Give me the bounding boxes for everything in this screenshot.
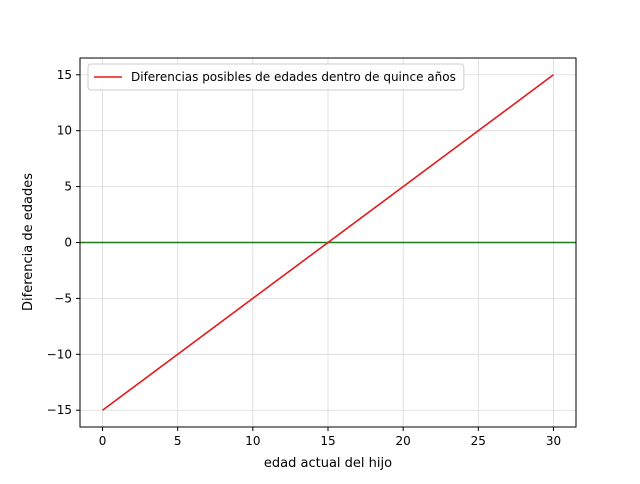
x-tick-label: 10 xyxy=(245,434,260,448)
y-tick-label: 0 xyxy=(64,236,72,250)
y-tick-label: 5 xyxy=(64,180,72,194)
legend: Diferencias posibles de edades dentro de… xyxy=(87,63,465,91)
x-tick-label: 20 xyxy=(396,434,411,448)
x-axis-label: edad actual del hijo xyxy=(264,456,392,471)
x-tick-label: 25 xyxy=(471,434,486,448)
x-tick-label: 0 xyxy=(99,434,107,448)
y-tick-label: 15 xyxy=(57,68,72,82)
y-tick-label: 10 xyxy=(57,124,72,138)
x-tick-label: 15 xyxy=(320,434,335,448)
x-tick-label: 30 xyxy=(546,434,561,448)
legend-label: Diferencias posibles de edades dentro de… xyxy=(131,70,456,84)
legend-box xyxy=(87,63,465,91)
y-axis-label: Diferencia de edades xyxy=(21,173,36,311)
series-line xyxy=(102,74,554,411)
y-tick-label: −5 xyxy=(54,291,72,305)
y-tick-label: −15 xyxy=(47,403,72,417)
x-tick-label: 5 xyxy=(174,434,182,448)
y-tick-label: −10 xyxy=(47,347,72,361)
plot-area xyxy=(80,74,576,411)
axes: 0 5 10 15 20 25 30 −15 −10 −5 0 5 10 15 xyxy=(47,68,561,448)
